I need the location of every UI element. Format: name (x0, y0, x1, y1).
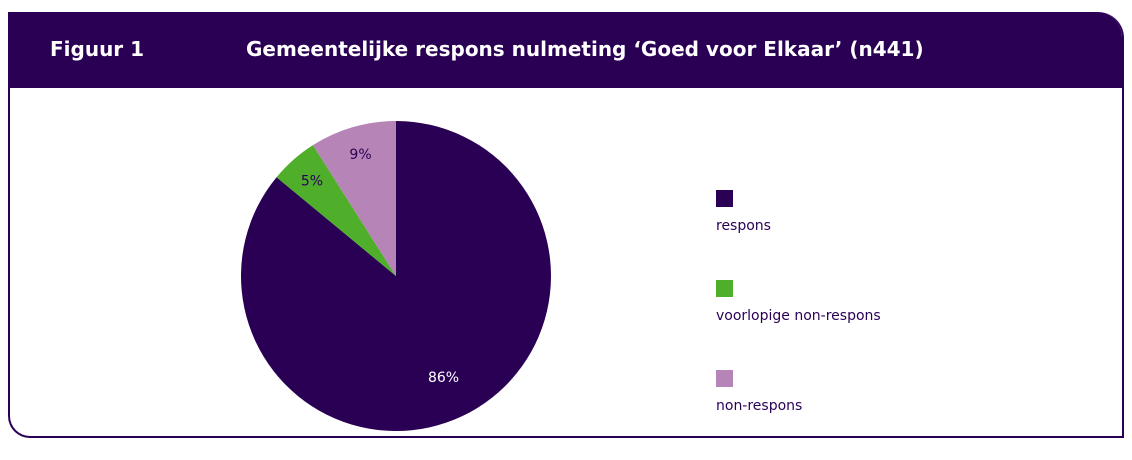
pie-chart: 86% 5% 9% (240, 121, 551, 431)
legend-swatch (716, 190, 733, 207)
pie-slice-voorlopige-non-respons (276, 145, 396, 276)
pie-slice-non-respons (312, 121, 396, 276)
legend-swatch (716, 370, 733, 387)
figure-title: Gemeentelijke respons nulmeting ‘Goed vo… (246, 37, 924, 61)
figure-label: Figuur 1 (50, 37, 145, 61)
pie-label-non-respons: 9% (349, 147, 371, 163)
legend-label: voorlopige non-respons (716, 308, 881, 324)
pie-label-respons: 86% (428, 370, 459, 386)
figure-header: Figuur 1 Gemeentelijke respons nulmeting… (10, 12, 1122, 88)
pie-slice-respons (240, 121, 551, 431)
figure-frame: Figuur 1 Gemeentelijke respons nulmeting… (8, 12, 1124, 438)
legend-swatch (716, 280, 733, 297)
legend-label: non-respons (716, 398, 803, 414)
legend-label: respons (716, 218, 771, 234)
pie-label-voorlopige-non-respons: 5% (301, 174, 323, 190)
